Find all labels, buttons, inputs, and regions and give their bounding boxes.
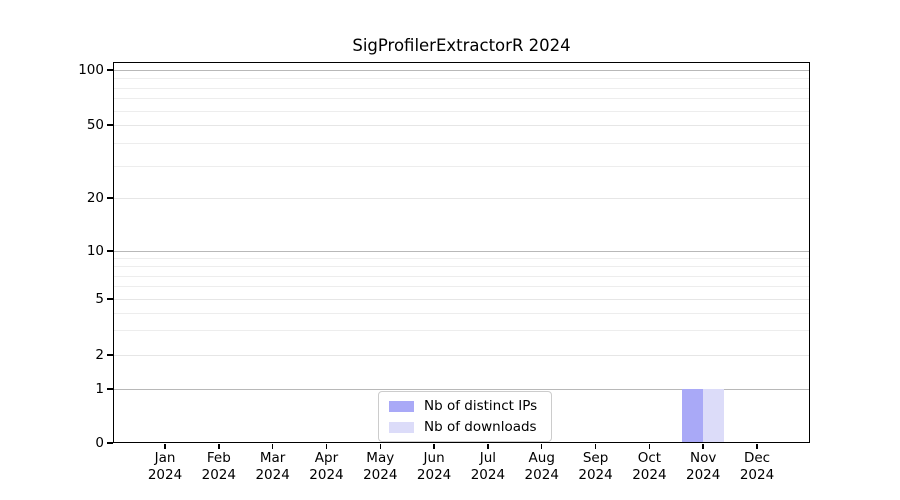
gridline-major: [113, 251, 810, 252]
x-tick-label: Dec 2024: [739, 450, 775, 483]
x-tick-mark: [433, 444, 435, 449]
gridline-minor: [113, 87, 810, 89]
plot-area: Nb of distinct IPs Nb of downloads: [113, 62, 810, 443]
gridline-mid: [113, 355, 810, 356]
x-tick-label: Mar 2024: [255, 450, 290, 483]
x-tick-mark: [325, 444, 328, 449]
x-tick-label: Oct 2024: [632, 450, 667, 483]
x-tick-mark: [218, 444, 220, 449]
gridline-minor: [113, 312, 810, 314]
x-tick-mark: [540, 444, 543, 449]
y-tick-label: 2: [95, 347, 104, 363]
gridline-mid: [113, 125, 810, 126]
x-tick-label: Nov 2024: [686, 450, 721, 483]
gridline-minor: [113, 286, 810, 288]
legend-swatch-distinct-ips: [389, 400, 414, 412]
x-tick-mark: [702, 444, 704, 449]
y-tick-mark: [107, 388, 113, 390]
y-tick-label: 0: [95, 435, 104, 451]
gridline-minor: [113, 98, 810, 100]
y-tick-mark: [107, 69, 113, 71]
x-tick-label: Feb 2024: [201, 450, 236, 483]
y-tick-mark: [107, 197, 113, 199]
x-tick-label: Apr 2024: [309, 450, 344, 483]
y-tick-label: 20: [86, 190, 104, 206]
x-tick-mark: [756, 444, 758, 449]
x-tick-label: Aug 2024: [524, 450, 559, 483]
legend: Nb of distinct IPs Nb of downloads: [378, 391, 553, 442]
y-tick-mark: [107, 250, 113, 252]
y-tick-mark: [107, 298, 113, 300]
y-tick-mark: [107, 124, 113, 126]
x-tick-label: Sep 2024: [578, 450, 613, 483]
gridline-mid: [113, 198, 810, 199]
gridline-minor: [113, 110, 810, 112]
gridline-minor: [113, 165, 810, 167]
gridline-major: [113, 70, 810, 71]
legend-label-distinct-ips: Nb of distinct IPs: [424, 398, 538, 414]
y-tick-label: 100: [78, 62, 104, 78]
gridline-minor: [113, 78, 810, 80]
legend-label-downloads: Nb of downloads: [424, 419, 537, 435]
y-tick-label: 1: [95, 381, 104, 397]
bar-downloads: [703, 389, 725, 443]
x-tick-mark: [487, 444, 489, 449]
x-tick-label: Jun 2024: [416, 450, 452, 483]
y-tick-mark: [107, 442, 113, 444]
y-tick-label: 5: [95, 291, 104, 307]
x-tick-label: May 2024: [363, 450, 398, 483]
y-tick-label: 50: [86, 117, 104, 133]
legend-swatch-downloads: [389, 421, 414, 433]
x-tick-mark: [379, 444, 382, 449]
x-tick-mark: [271, 444, 274, 449]
x-tick-mark: [594, 444, 597, 449]
x-tick-mark: [164, 444, 166, 449]
bar-distinct-ips: [682, 389, 704, 443]
gridline-minor: [113, 142, 810, 144]
gridline-minor: [113, 330, 810, 332]
gridline-mid: [113, 299, 810, 300]
y-tick-label: 10: [86, 243, 104, 259]
gridline-minor: [113, 275, 810, 277]
y-tick-mark: [107, 354, 113, 356]
chart-title: SigProfilerExtractorR 2024: [352, 36, 571, 55]
gridline-minor: [113, 258, 810, 260]
x-tick-mark: [648, 444, 651, 449]
gridline-major: [113, 389, 810, 390]
legend-item-distinct-ips: Nb of distinct IPs: [389, 397, 537, 415]
x-tick-label: Jan 2024: [147, 450, 183, 483]
gridline-minor: [113, 266, 810, 268]
legend-item-downloads: Nb of downloads: [389, 418, 537, 436]
x-tick-label: Jul 2024: [470, 450, 506, 483]
